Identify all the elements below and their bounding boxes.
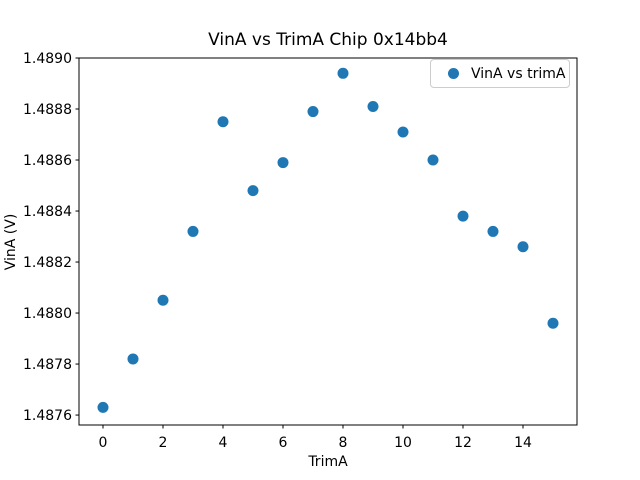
y-tick-label: 1.4888 (23, 102, 72, 118)
y-tick-label: 1.4884 (23, 204, 72, 220)
x-tick-label: 6 (279, 435, 288, 451)
data-point (337, 67, 349, 79)
legend: VinA vs trimA (430, 59, 570, 88)
chart-title: VinA vs TrimA Chip 0x14bb4 (208, 30, 448, 50)
data-point (307, 106, 319, 118)
y-tick-label: 1.4878 (23, 357, 72, 373)
data-point (487, 225, 499, 237)
data-point (517, 241, 529, 253)
legend-label: VinA vs trimA (471, 65, 566, 82)
data-point (277, 157, 289, 169)
x-tick-label: 10 (394, 435, 412, 451)
y-tick-label: 1.4880 (23, 306, 72, 322)
x-tick-label: 14 (514, 435, 532, 451)
data-point (97, 401, 109, 413)
plot-spines (78, 57, 578, 426)
data-point (397, 126, 409, 138)
data-point (367, 100, 379, 112)
x-tick-label: 2 (159, 435, 168, 451)
x-tick-label: 0 (99, 435, 108, 451)
data-point (457, 210, 469, 222)
legend-marker-icon (448, 68, 459, 79)
data-point (187, 225, 199, 237)
y-axis-label: VinA (V) (3, 213, 19, 271)
x-tick-label: 4 (219, 435, 228, 451)
data-point (217, 116, 229, 128)
x-axis-label: TrimA (308, 454, 348, 470)
data-point (427, 154, 439, 166)
y-tick-label: 1.4882 (23, 255, 72, 271)
data-point (247, 185, 259, 197)
data-point (127, 353, 139, 365)
x-tick-label: 12 (454, 435, 472, 451)
y-tick-label: 1.4886 (23, 153, 72, 169)
y-tick-label: 1.4876 (23, 408, 72, 424)
data-point (547, 317, 559, 329)
x-tick-label: 8 (339, 435, 348, 451)
data-point (157, 294, 169, 306)
y-tick-label: 1.4890 (23, 51, 72, 67)
